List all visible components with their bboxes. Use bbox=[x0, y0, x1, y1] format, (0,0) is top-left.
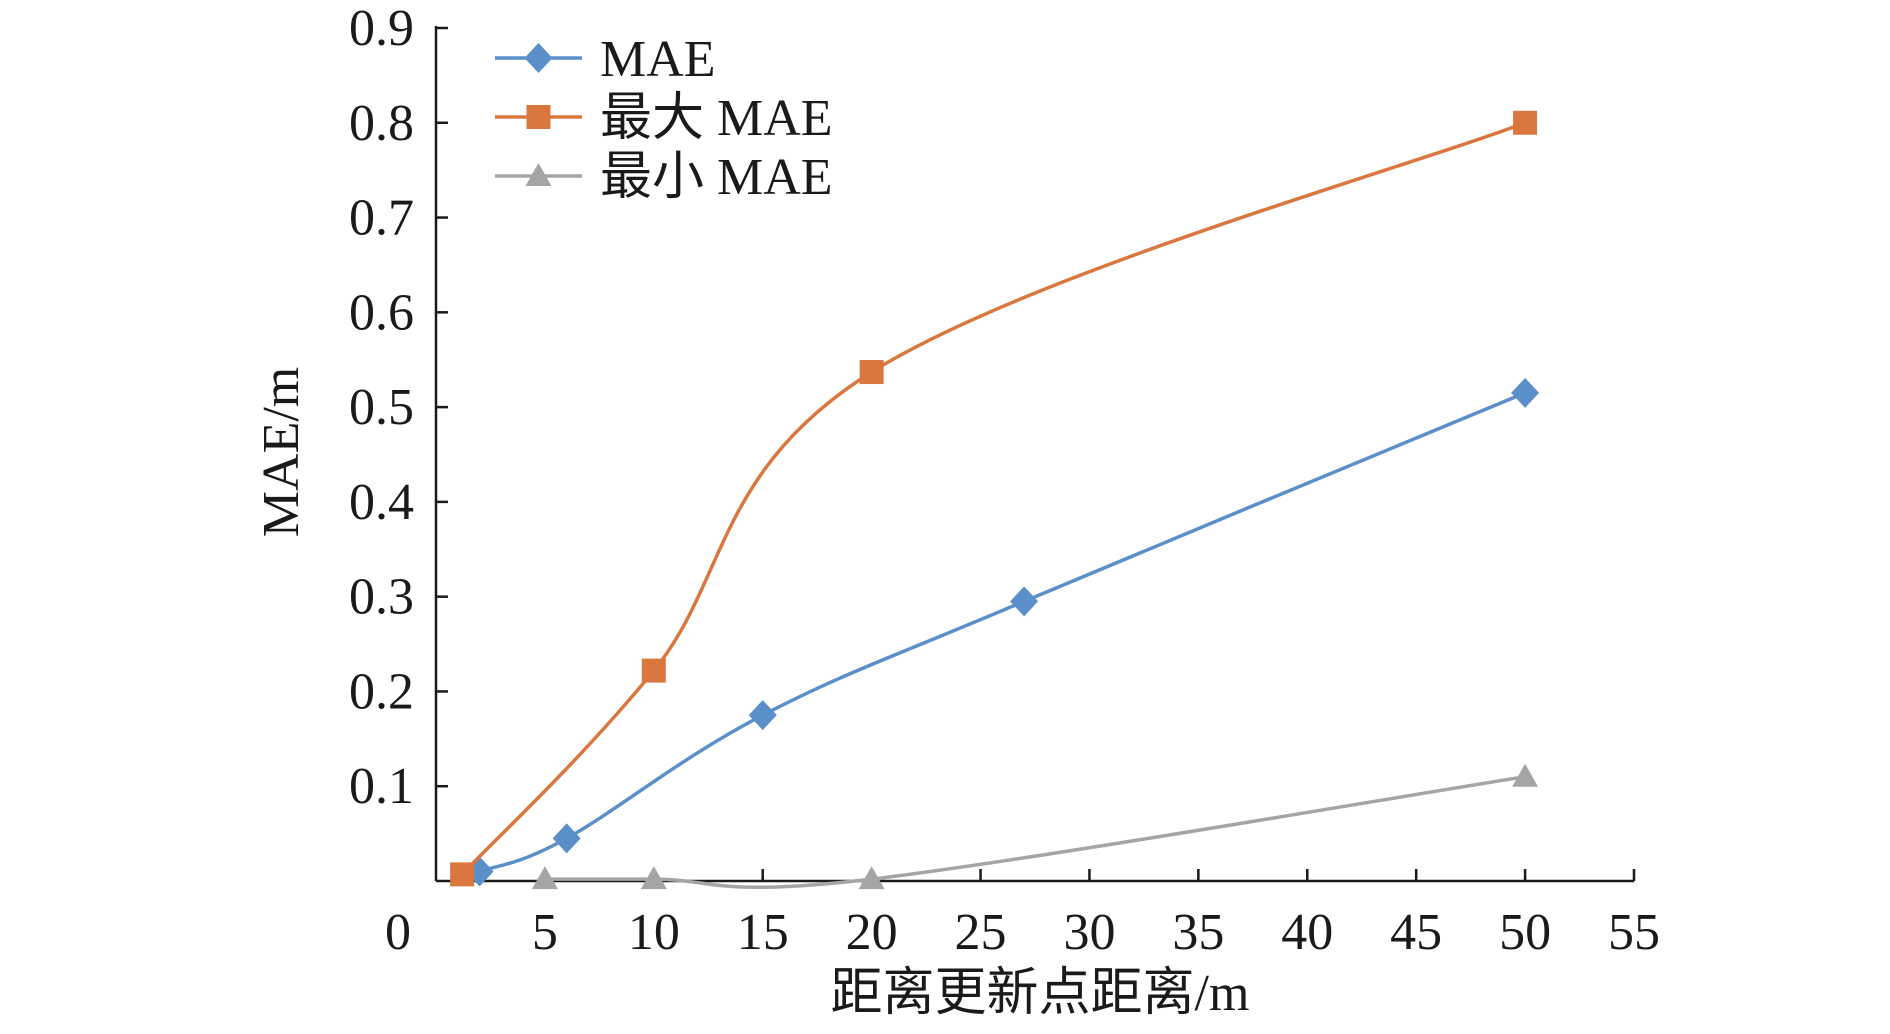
x-tick-label: 55 bbox=[1608, 904, 1660, 961]
y-tick-label: 0.1 bbox=[349, 758, 414, 815]
data-point-square bbox=[450, 862, 475, 887]
legend-marker-square bbox=[526, 105, 551, 129]
series-line-triangle bbox=[544, 775, 1526, 890]
series-triangle bbox=[531, 763, 1539, 890]
series-square bbox=[450, 110, 1538, 887]
data-point-triangle bbox=[531, 866, 558, 890]
legend-item-diamond: MAE bbox=[495, 31, 716, 88]
series-layer bbox=[450, 110, 1540, 890]
legend-label-diamond: MAE bbox=[600, 31, 716, 88]
y-tick-label: 0.3 bbox=[349, 569, 414, 626]
x-tick-label: 25 bbox=[955, 904, 1007, 961]
series-line-diamond bbox=[478, 391, 1526, 874]
legend-label-square: 最大 MAE bbox=[600, 90, 833, 147]
y-tick-label: 0.6 bbox=[349, 284, 414, 341]
axes: 0.1 0.2 0.3 0.4 0.5 0.6 0.7 0.8 0.9 5 10 15 20 25 30 35… bbox=[349, 0, 1660, 961]
x-tick-label: 5 bbox=[532, 904, 558, 961]
data-point-diamond bbox=[552, 823, 581, 854]
y-tick-label: 0.7 bbox=[349, 190, 414, 247]
y-tick-label: 0.5 bbox=[349, 379, 414, 436]
series-line-square bbox=[460, 121, 1526, 876]
x-tick-label: 35 bbox=[1172, 904, 1224, 961]
y-tick-label: 0.2 bbox=[349, 663, 414, 720]
x-tick-label: 45 bbox=[1390, 904, 1442, 961]
x-tick-label: 40 bbox=[1281, 904, 1333, 961]
x-tick-label: 20 bbox=[846, 904, 898, 961]
x-axis-title: 距离更新点距离/m bbox=[831, 965, 1250, 1022]
data-point-diamond bbox=[1511, 377, 1540, 408]
origin-label: 0 bbox=[385, 904, 411, 961]
data-point-triangle bbox=[1512, 763, 1539, 787]
y-axis-title: MAE/m bbox=[253, 367, 310, 537]
data-point-square bbox=[859, 360, 884, 385]
y-tick-label: 0.8 bbox=[349, 95, 414, 152]
y-tick-label: 0.4 bbox=[349, 474, 414, 531]
legend-marker-triangle bbox=[525, 163, 552, 186]
series-diamond bbox=[465, 377, 1540, 887]
y-tick-label: 0.9 bbox=[349, 0, 414, 57]
legend-item-triangle: 最小 MAE bbox=[495, 149, 833, 206]
data-point-diamond bbox=[748, 700, 777, 731]
data-point-triangle bbox=[640, 866, 667, 890]
data-point-square bbox=[1513, 110, 1538, 135]
data-point-diamond bbox=[1010, 586, 1039, 617]
legend-label-triangle: 最小 MAE bbox=[600, 149, 833, 206]
x-tick-label: 30 bbox=[1063, 904, 1115, 961]
x-tick-label: 50 bbox=[1499, 904, 1551, 961]
legend-marker-diamond bbox=[524, 43, 553, 73]
x-tick-label: 15 bbox=[737, 904, 789, 961]
legend-item-square: 最大 MAE bbox=[495, 90, 833, 147]
data-point-triangle bbox=[858, 866, 885, 890]
data-point-square bbox=[641, 658, 666, 683]
x-tick-label: 10 bbox=[628, 904, 680, 961]
